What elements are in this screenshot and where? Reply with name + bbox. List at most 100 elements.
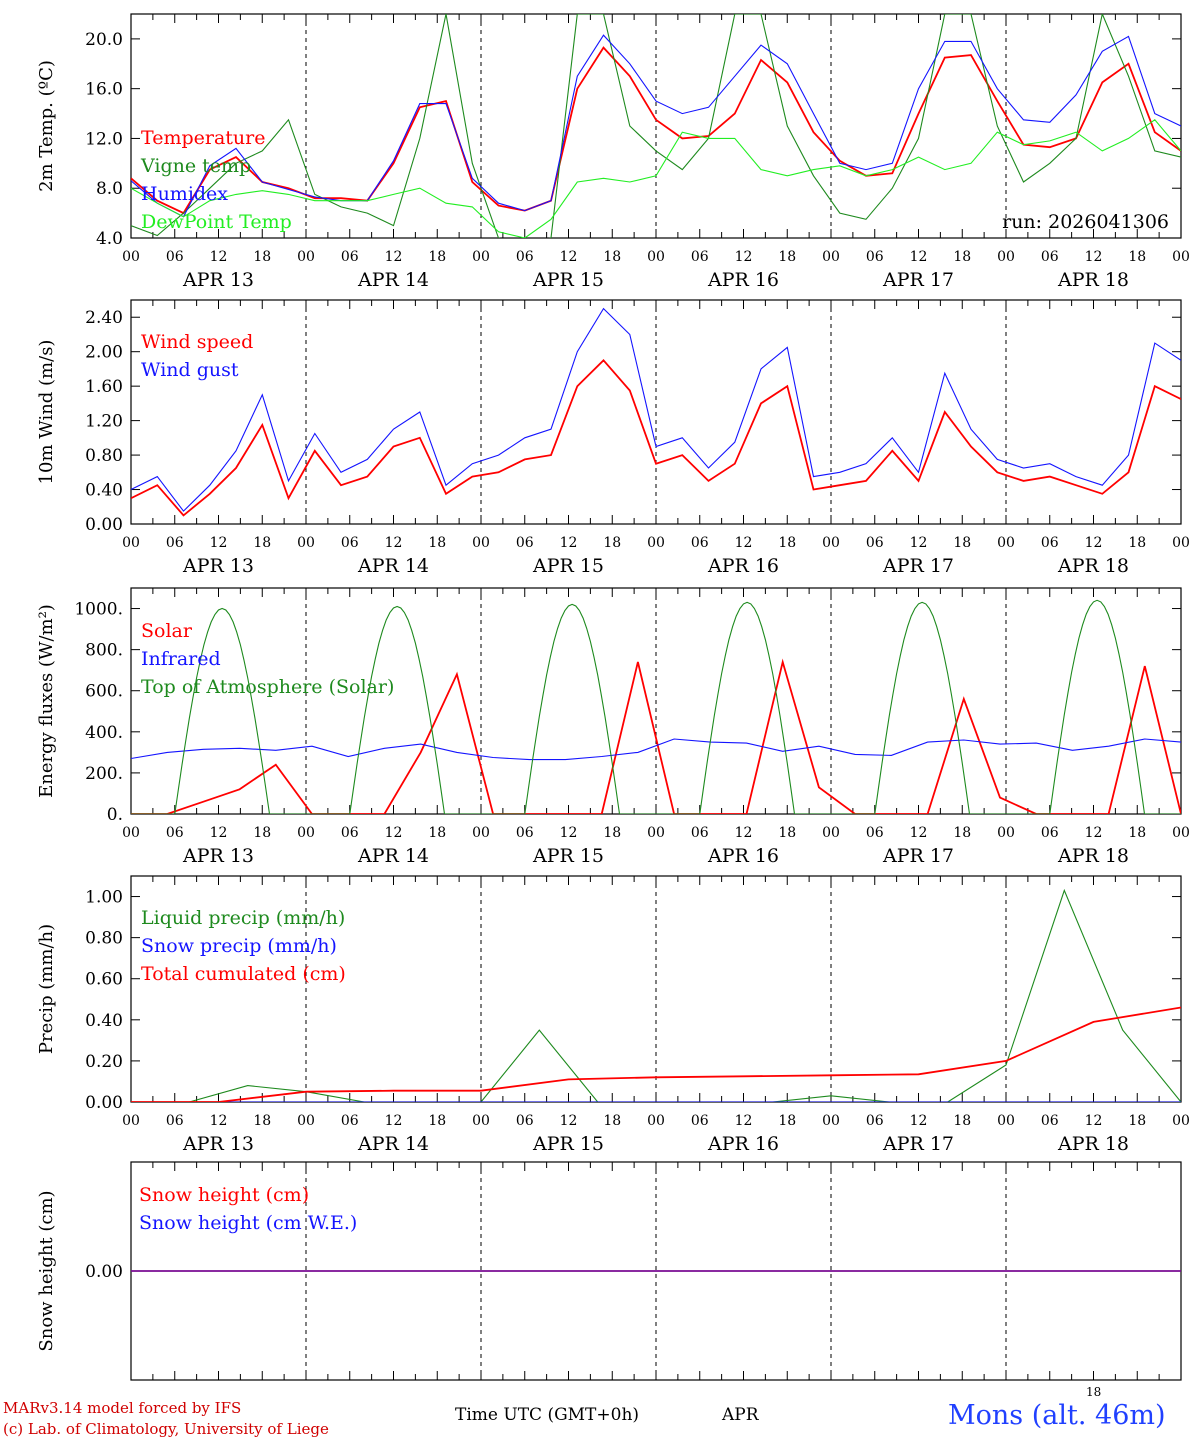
y-tick-label: 1.60 (85, 377, 123, 397)
x-day-label: APR 14 (357, 269, 429, 291)
x-hour-label: 12 (735, 1113, 753, 1129)
x-hour-label: 00 (122, 535, 140, 551)
x-hour-label: 00 (647, 1113, 665, 1129)
x-hour-label: 00 (122, 825, 140, 841)
x-hour-label: 12 (735, 249, 753, 265)
station-title: Mons (alt. 46m) (948, 1400, 1166, 1431)
x-day-label: APR 18 (1057, 555, 1129, 577)
x-hour-label: 18 (428, 535, 446, 551)
x-day-label: APR 17 (882, 845, 954, 867)
series-line-wind-gust (131, 307, 1181, 512)
x-hour-label: 18 (778, 1113, 796, 1129)
x-hour-label: 12 (560, 1113, 578, 1129)
y-tick-label: 0.60 (85, 970, 123, 990)
y-tick-label: 0.00 (85, 515, 123, 535)
y-tick-label: 1000. (74, 600, 123, 620)
x-hour-label: 18 (253, 249, 271, 265)
panel-2: 0.00 0.40 0.80 1.20 1.60 2.00 2.40 10m Wind (m/… (36, 299, 1190, 577)
x-day-label: APR 14 (357, 845, 429, 867)
y-tick-label: 0. (107, 805, 123, 825)
x-hour-label: 18 (953, 249, 971, 265)
x-hour-label: 12 (735, 825, 753, 841)
x-hour-label: 06 (516, 249, 534, 265)
x-hour-label: 12 (385, 825, 403, 841)
legend-entry: Liquid precip (mm/h) (141, 907, 345, 929)
x-hour-label: 00 (647, 535, 665, 551)
y-tick-label: 0.20 (85, 1052, 123, 1072)
x-hour-label: 12 (910, 249, 928, 265)
x-hour-label: 18 (778, 249, 796, 265)
y-tick-label: 2.40 (85, 308, 123, 328)
x-hour-label: 18 (1128, 249, 1146, 265)
series-line-total-cumulated-cm- (131, 1006, 1181, 1102)
x-hour-label: 12 (910, 1113, 928, 1129)
panel-3: 0. 200. 400. 600. 800. 1000. Energy fluxes (W/… (36, 587, 1190, 867)
x-day-label: APR 17 (882, 1133, 954, 1155)
x-day-label: APR 16 (707, 555, 779, 577)
panel-4: 0.00 0.20 0.40 0.60 0.80 1.00 Precip (mm/h) 00 0… (36, 875, 1190, 1155)
x-hour-label: 00 (822, 249, 840, 265)
x-hour-label: 00 (297, 825, 315, 841)
x-hour-label: 12 (210, 535, 228, 551)
x-hour-label: 00 (647, 825, 665, 841)
y-tick-label: 800. (85, 641, 123, 661)
legend-entry: Snow height (cm) (139, 1184, 309, 1206)
x-hour-label: 06 (341, 249, 359, 265)
y-tick-label: 12.0 (85, 129, 123, 149)
x-hour-label: 18 (953, 1113, 971, 1129)
x-hour-label: 06 (866, 249, 884, 265)
panel-5: 0.00 Snow height (cm) Snow height (cm) Snow… (36, 1161, 1182, 1381)
x-hour-label: 18 (1128, 825, 1146, 841)
x-hour-label: 12 (1085, 825, 1103, 841)
x-hour-label: 12 (385, 535, 403, 551)
model-credit: MARv3.14 model forced by IFS (3, 1399, 242, 1417)
month-label: APR (722, 1405, 759, 1425)
x-hour-label: 00 (122, 249, 140, 265)
series-line-solar (131, 658, 1181, 814)
x-day-label: APR 14 (357, 555, 429, 577)
x-hour-label: 18 (428, 1113, 446, 1129)
x-hour-label: 06 (1041, 1113, 1059, 1129)
x-hour-label: 00 (472, 535, 490, 551)
x-day-label: APR 15 (532, 845, 604, 867)
x-hour-label: 18 (253, 825, 271, 841)
legend-entry: Vigne temp (140, 155, 251, 177)
x-hour-label: 06 (691, 535, 709, 551)
x-day-label: APR 16 (707, 845, 779, 867)
x-hour-label: 06 (866, 535, 884, 551)
x-day-label: APR 17 (882, 269, 954, 291)
series-group (131, 599, 1181, 814)
x-hour-label: 00 (822, 825, 840, 841)
x-hour-label: 06 (691, 825, 709, 841)
x-hour-label: 06 (866, 1113, 884, 1129)
y-tick-label: 16.0 (85, 80, 123, 100)
x-day-label: APR 18 (1057, 1133, 1129, 1155)
legend-entry: Humidex (141, 183, 228, 205)
x-hour-label: 18 (603, 1113, 621, 1129)
x-hour-label: 18 (953, 535, 971, 551)
legend-entry: Solar (141, 620, 193, 642)
x-hour-label: 00 (472, 825, 490, 841)
x-hour-label: 18 (953, 825, 971, 841)
legend-entry: Temperature (141, 127, 265, 149)
x-hour-label: 12 (560, 535, 578, 551)
panel-1: 4.0 8.0 12.0 16.0 20.0 2m Temp. (ºC) 00 06 12 18 0… (36, 13, 1190, 291)
y-tick-label: 0.40 (85, 1011, 123, 1031)
x-hour-label: 12 (560, 249, 578, 265)
x-day-label: APR 13 (182, 1133, 254, 1155)
x-hour-label: 06 (166, 825, 184, 841)
x-day-label: APR 15 (532, 269, 604, 291)
x-day-label: APR 15 (532, 555, 604, 577)
y-tick-label: 20.0 (85, 30, 123, 50)
x-hour-label: 18 (428, 825, 446, 841)
x-hour-label: 06 (341, 535, 359, 551)
x-hour-label: 12 (385, 249, 403, 265)
x-hour-label: 06 (516, 1113, 534, 1129)
y-axis-label: Energy fluxes (W/m²) (36, 604, 57, 798)
y-tick-label: 8.0 (96, 179, 123, 199)
y-tick-label: 600. (85, 682, 123, 702)
x-hour-label: 00 (1172, 249, 1190, 265)
x-hour-label: 00 (647, 249, 665, 265)
x-hour-label: 00 (1172, 1113, 1190, 1129)
x-hour-label: 06 (516, 825, 534, 841)
